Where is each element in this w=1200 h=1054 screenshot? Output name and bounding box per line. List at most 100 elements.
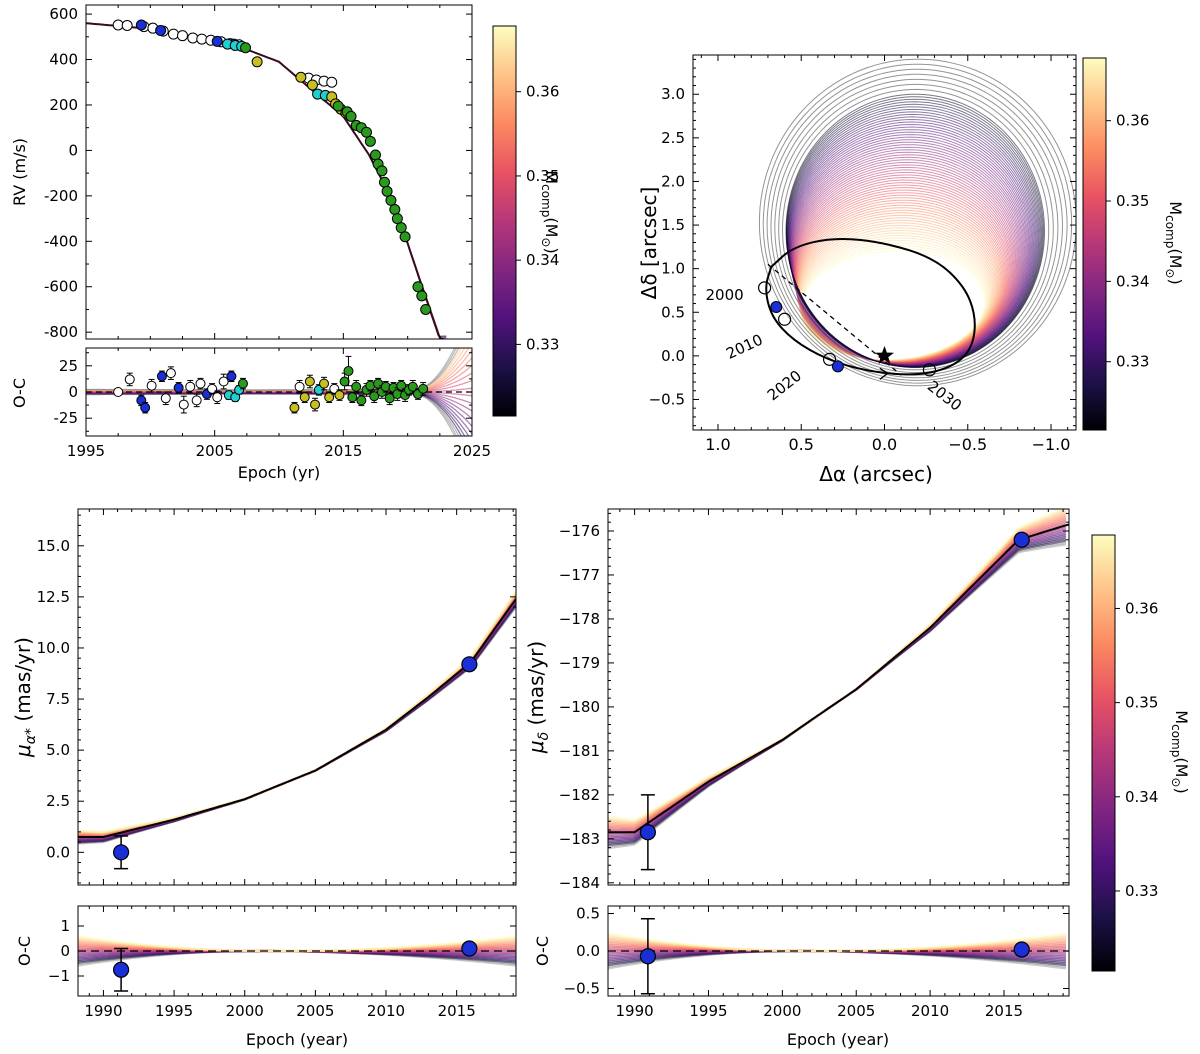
rv-res-point bbox=[237, 378, 248, 389]
y-tick-label: 200 bbox=[49, 96, 78, 114]
y-tick-label: 0.5 bbox=[661, 303, 685, 321]
y-tick-label: 600 bbox=[49, 5, 78, 23]
pm-plot-area bbox=[608, 509, 1069, 850]
epoch-marker bbox=[777, 312, 792, 326]
pm-model-draw bbox=[78, 595, 516, 837]
rv-data-point bbox=[416, 290, 428, 302]
pm-model-draw bbox=[78, 594, 516, 836]
rv-res-model-draw bbox=[86, 348, 458, 391]
x-tick-label: 2015 bbox=[438, 1002, 476, 1020]
y-tick-label: 2.5 bbox=[661, 129, 685, 147]
pmra-res-ylabel: O-C bbox=[15, 936, 34, 966]
rv-model-draw bbox=[86, 22, 447, 339]
rv-res-model-draw bbox=[86, 348, 460, 391]
pm-plot-area bbox=[78, 590, 516, 845]
pm-model-draw bbox=[78, 597, 516, 838]
rv-res-point bbox=[191, 395, 202, 406]
rv-res-point bbox=[347, 392, 358, 403]
rv-res-point bbox=[113, 387, 124, 397]
rv-res-point bbox=[160, 393, 171, 404]
rv-data-point bbox=[385, 194, 397, 206]
pmdec-xlabel: Epoch (year) bbox=[787, 1030, 889, 1049]
y-tick-label: 0.0 bbox=[661, 347, 685, 365]
pm-best-model-line bbox=[608, 523, 1069, 834]
y-tick-label: −178 bbox=[559, 610, 600, 628]
rv-xlabel: Epoch (yr) bbox=[238, 463, 321, 482]
rv-data-point bbox=[196, 33, 208, 45]
pm-res-point bbox=[461, 940, 478, 957]
y-tick-label: 1.0 bbox=[661, 260, 685, 278]
pm-model-draw bbox=[78, 600, 516, 841]
rv-res-point bbox=[304, 376, 315, 387]
rv-data-point bbox=[391, 213, 403, 225]
x-tick-label: 2015 bbox=[324, 442, 362, 460]
rv-data-point bbox=[135, 19, 147, 31]
colorbar-tick-label: 0.34 bbox=[1125, 788, 1158, 806]
y-tick-label: 25 bbox=[59, 357, 78, 375]
pm-model-draw bbox=[78, 605, 516, 845]
rv-model-draw bbox=[86, 22, 440, 339]
x-tick-label: 1.0 bbox=[705, 435, 730, 454]
colorbar-tick-label: 0.36 bbox=[1125, 599, 1158, 617]
y-tick-label: 0 bbox=[60, 942, 70, 960]
orbit-best-line bbox=[765, 237, 976, 376]
orbit-plot-area bbox=[758, 58, 1076, 387]
rv-data-point bbox=[412, 281, 424, 293]
rv-data-point bbox=[379, 176, 391, 188]
x-tick-label: 1995 bbox=[67, 442, 105, 460]
rv-model-draw bbox=[86, 22, 441, 339]
x-tick-label: 2005 bbox=[296, 1002, 334, 1020]
y-tick-label: 2.0 bbox=[661, 172, 685, 190]
rv-data-point bbox=[389, 203, 401, 215]
x-tick-label: 1995 bbox=[689, 1002, 727, 1020]
pmra-residual-panel: 1990 1995 2000 2005 2010 2015 1 0 −1 bbox=[48, 905, 517, 1020]
rv-res-point bbox=[334, 390, 345, 401]
y-tick-label: 0 bbox=[68, 383, 78, 401]
rv-panel: 600 400 200 0 -200 -400 -600 -800 bbox=[44, 4, 473, 341]
rv-residual-panel: 1995 2005 2015 2025 25 0 -25 bbox=[54, 347, 491, 460]
y-tick-label: 10.0 bbox=[37, 639, 70, 657]
rv-ylabel: RV (m/s) bbox=[10, 138, 29, 206]
pmdec-res-ylabel: O-C bbox=[533, 936, 552, 966]
colorbar-gradient bbox=[492, 25, 517, 417]
cbar-orbit: 0.33 0.34 0.35 0.36 bbox=[1082, 57, 1149, 431]
cbar-pm-label: Mcomp(M⊙) bbox=[1169, 710, 1191, 793]
epoch-label: 2020 bbox=[764, 367, 805, 405]
pmra-ylabel: μα* (mas/yr) bbox=[11, 637, 39, 758]
pm-observation-point bbox=[639, 824, 656, 841]
y-tick-label: 15.0 bbox=[37, 537, 70, 555]
rv-res-point bbox=[310, 399, 321, 410]
y-tick-label: 0.0 bbox=[576, 942, 600, 960]
x-tick-label: 2000 bbox=[226, 1002, 264, 1020]
epoch-marker bbox=[758, 281, 772, 295]
y-tick-label: −181 bbox=[559, 742, 600, 760]
y-tick-label: -600 bbox=[44, 278, 78, 296]
pmdec-panel: −176 −177 −178 −179 −180 −181 −182 −183 −184 bbox=[559, 508, 1070, 892]
cbar-orbit-label: Mcomp(M⊙) bbox=[1163, 201, 1185, 284]
rv-model-draw bbox=[86, 22, 447, 337]
y-tick-label: −180 bbox=[559, 698, 600, 716]
y-tick-label: 12.5 bbox=[37, 588, 70, 606]
rv-data-point bbox=[211, 35, 223, 47]
x-tick-label: 1990 bbox=[616, 1002, 654, 1020]
rv-model-draw bbox=[86, 22, 447, 339]
rv-res-point bbox=[207, 383, 218, 394]
orbit-direction-arrow bbox=[879, 367, 889, 380]
epoch-label: 2010 bbox=[723, 330, 765, 362]
colorbar-tick-label: 0.33 bbox=[1125, 882, 1158, 900]
y-tick-label: 3.0 bbox=[661, 85, 685, 103]
y-tick-label: 2.5 bbox=[46, 792, 70, 810]
y-tick-label: −184 bbox=[559, 874, 600, 892]
rv-data-point bbox=[364, 135, 376, 147]
pm-model-draw bbox=[608, 526, 1067, 836]
y-tick-label: 400 bbox=[49, 51, 78, 69]
pm-observation-point bbox=[112, 844, 130, 861]
orbit-draw bbox=[766, 68, 1068, 381]
orbit-xlabel: Δα (arcsec) bbox=[819, 462, 933, 486]
cbar-pm: 0.33 0.34 0.35 0.36 bbox=[1091, 534, 1158, 972]
orbit-ylabel: Δδ [arcsec] bbox=[637, 187, 661, 300]
rv-data-point bbox=[420, 303, 432, 315]
pm-observation-point bbox=[461, 656, 478, 673]
orbit-draw bbox=[778, 83, 1054, 373]
pm-res-point bbox=[112, 961, 130, 978]
